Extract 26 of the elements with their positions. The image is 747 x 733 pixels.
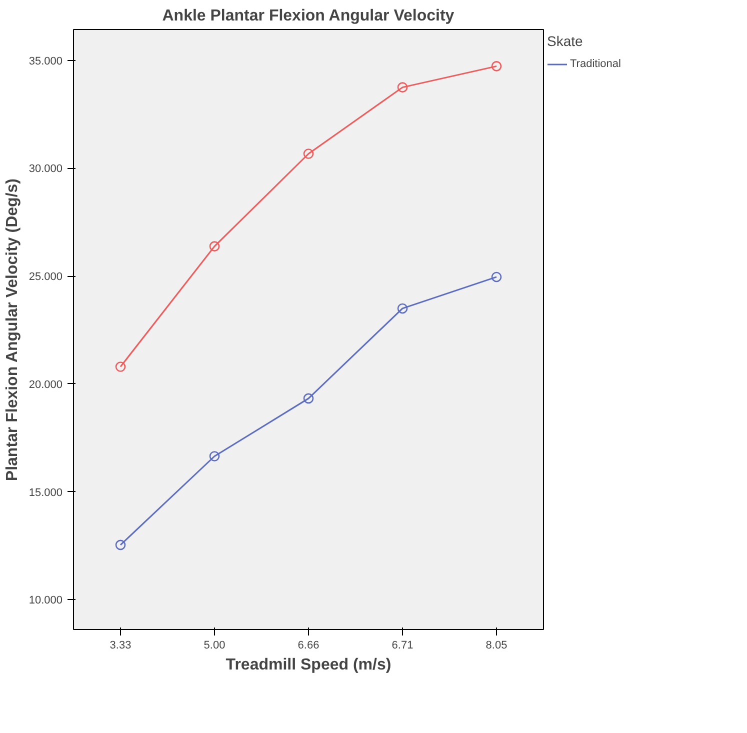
y-tick-label: 15.000 <box>28 486 63 499</box>
point <box>397 82 408 92</box>
point <box>115 540 126 550</box>
y-tick-label: 25.000 <box>28 271 63 284</box>
x-tick-label: 3.33 <box>110 640 132 652</box>
point <box>491 272 502 282</box>
point <box>491 61 502 72</box>
point <box>303 148 314 159</box>
y-tick-label: 20.000 <box>28 378 63 391</box>
x-tick-label: 5.00 <box>204 640 226 652</box>
legend-label: Traditional <box>570 58 621 70</box>
y-tick-label: 10.000 <box>28 594 63 607</box>
y-tick-label: 35.000 <box>28 55 63 68</box>
point <box>209 241 220 252</box>
x-tick-label: 8.05 <box>486 640 508 652</box>
x-tick-label: 6.71 <box>392 640 414 652</box>
y-tick-label: 30.000 <box>28 163 63 176</box>
legend-title: Skate <box>547 33 584 49</box>
point <box>397 303 408 314</box>
chart-title: Ankle Plantar Flexion Angular Velocity <box>162 8 454 24</box>
point <box>209 451 220 462</box>
y-axis-title: Plantar Flexion Angular Velocity (Deg/s) <box>4 178 21 482</box>
x-axis-title: Treadmill Speed (m/s) <box>226 656 392 674</box>
x-tick-label: 6.66 <box>298 640 320 652</box>
point <box>115 362 126 372</box>
point <box>303 393 314 404</box>
